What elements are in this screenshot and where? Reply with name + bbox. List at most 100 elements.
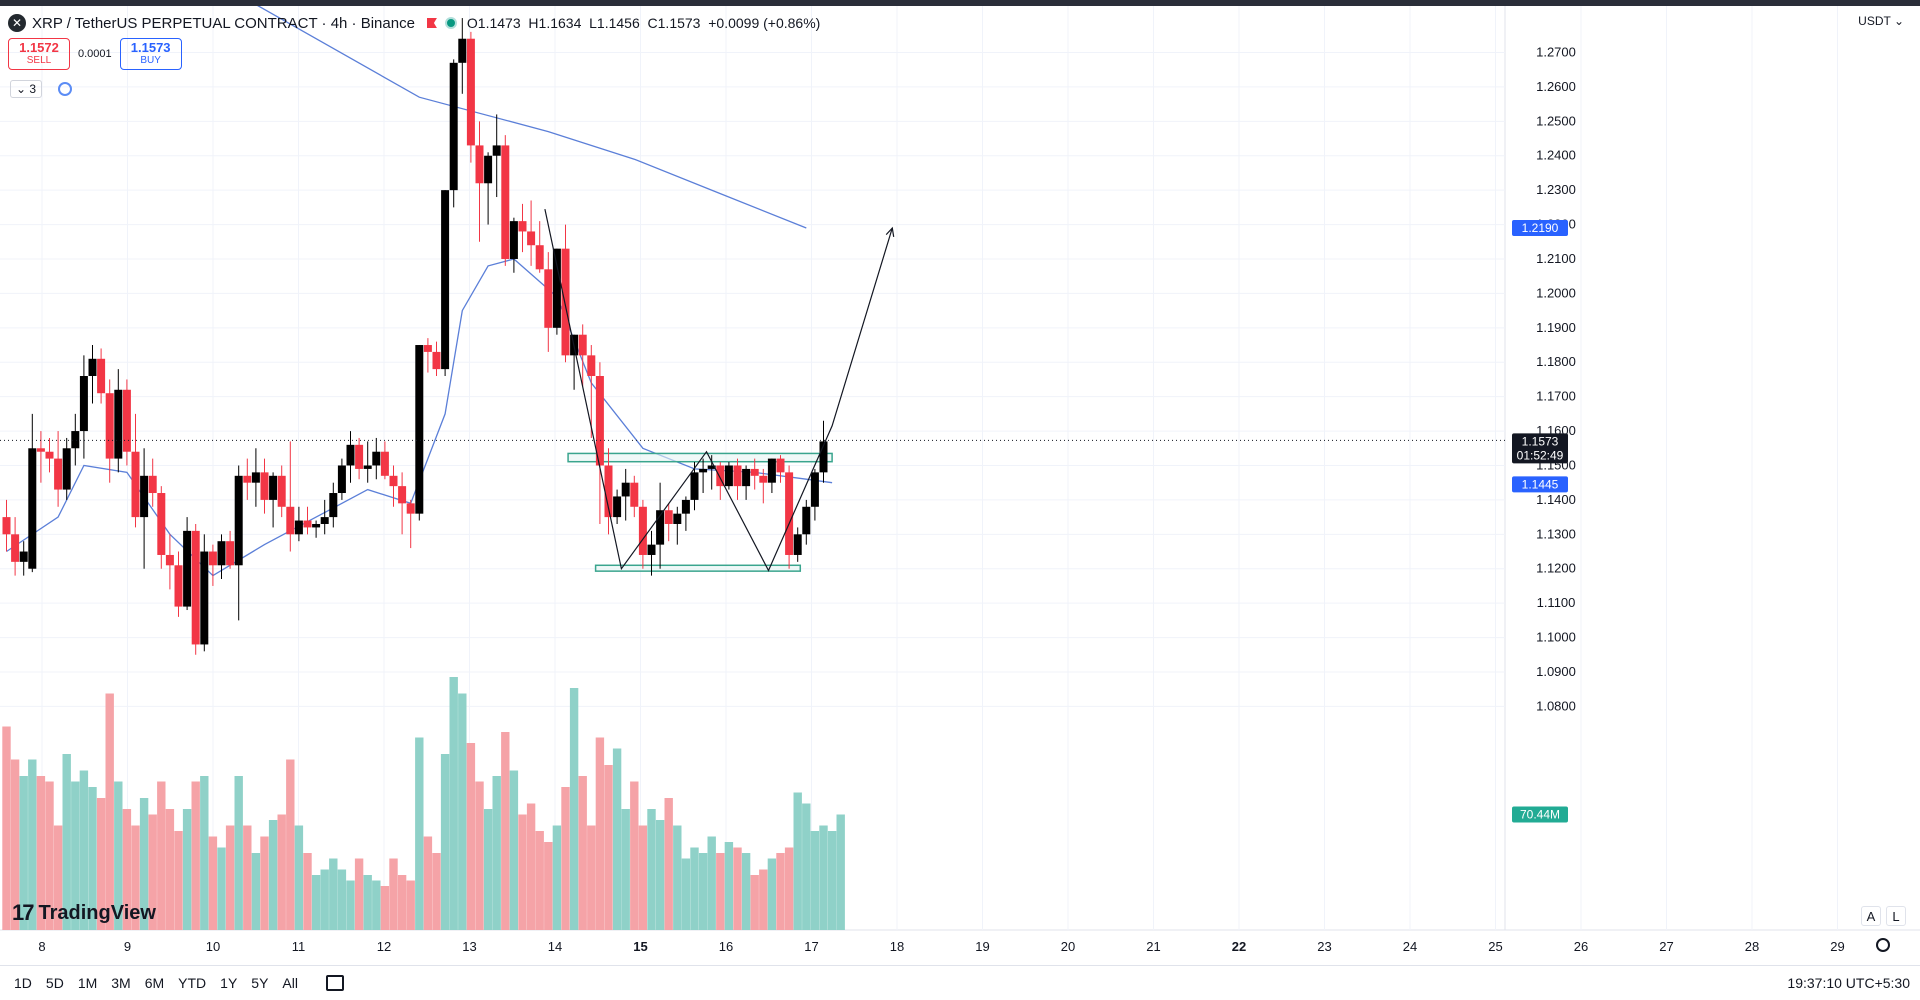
range-5d[interactable]: 5D [45,975,64,991]
clock[interactable]: 19:37:10 UTC+5:30 [1787,975,1910,991]
candle-body [767,458,776,483]
auto-scale-button[interactable]: A [1861,906,1881,926]
volume-bar [174,831,183,930]
candle-body [501,145,510,259]
candle-body [527,231,536,246]
volume-bar [449,677,458,930]
volume-bar [354,858,364,930]
candle-body [647,544,656,555]
last-price-badge [1512,433,1568,464]
volume-bar [612,748,622,930]
volume-bar [578,776,587,930]
range-all[interactable]: All [282,975,298,991]
chart-settings-icon[interactable] [1876,938,1890,952]
volume-bar [664,798,673,930]
candle-body [346,444,355,466]
candle-body [673,513,682,524]
chart-header: ✕ XRP / TetherUS PERPETUAL CONTRACT · 4h… [8,12,820,34]
price-tick-label: 1.2300 [1536,182,1576,197]
volume-bar [784,847,794,930]
volume-bar [243,825,252,930]
candle-body [131,451,140,518]
volume-bar [53,825,63,930]
candle-body [724,465,733,487]
candle-body [114,389,123,459]
market-status-icon [444,17,457,29]
volume-bar [458,693,467,930]
candle-body [432,351,441,370]
range-3m[interactable]: 3M [111,975,131,991]
volume-bar [131,825,140,930]
candle-body [423,345,432,352]
candle-body [183,530,192,607]
price-tick-label: 1.1000 [1536,630,1576,645]
volume-bar [251,853,261,930]
range-ytd[interactable]: YTD [178,975,207,991]
range-6m[interactable]: 6M [144,975,165,991]
volume-bar [234,776,243,930]
indicator-settings-icon[interactable] [58,82,73,96]
ohlc-low: L1.1456 [589,15,640,31]
volume-bar [303,853,312,930]
range-1d[interactable]: 1D [14,975,32,991]
candle-body [578,334,587,356]
volume-bar [750,875,759,930]
price-axis: 1.27001.26001.25001.24001.23001.22001.21… [1512,44,1576,823]
volume-bar [268,820,278,930]
range-1y[interactable]: 1Y [220,975,238,991]
sell-button[interactable]: 1.1572 SELL [8,38,70,70]
volume-bar [569,688,579,930]
candle-body [277,475,286,507]
candle-body [802,506,811,535]
symbol-title[interactable]: XRP / TetherUS PERPETUAL CONTRACT · 4h ·… [32,14,415,32]
candle-body [251,472,260,483]
symbol-logo-icon[interactable]: ✕ [8,14,26,32]
candle-body [28,448,37,569]
candle-body [174,565,183,607]
candle-body [54,458,63,490]
time-tick-label: 8 [38,939,45,954]
candle-body [441,190,450,370]
currency-selector[interactable]: USDT ⌄ [1858,14,1904,28]
volume-bar [793,792,802,930]
volume-bar [724,842,734,930]
log-scale-button[interactable]: L [1886,906,1906,926]
flag-icon[interactable] [426,18,437,28]
chart-canvas[interactable]: 1.27001.26001.25001.24001.23001.22001.21… [0,6,1920,965]
buy-button[interactable]: 1.1573 BUY [119,38,182,70]
volume-bar [440,754,450,930]
volume-bar [518,814,527,930]
ma-long-badge-text: 1.2190 [1522,221,1559,235]
candle-body [36,448,45,452]
time-tick-label: 19 [975,939,989,954]
volume-bar [638,825,648,930]
volume-bar [380,886,390,930]
price-tick-label: 1.2000 [1536,285,1576,300]
volume-bar [475,781,484,930]
candle-body [785,472,794,555]
candle-body [208,551,217,566]
indicators-toggle[interactable]: ⌄ 3 [10,80,43,98]
trade-panel: 1.1572 SELL 0.0001 1.1573 BUY [8,38,182,70]
ma-short-badge-text: 1.1445 [1522,477,1559,491]
candle-body [690,472,699,500]
volume-bar [698,853,708,930]
sell-price: 1.1572 [19,40,59,55]
ohlc-open: O1.1473 [466,15,521,31]
calendar-icon[interactable] [325,975,344,991]
range-5y[interactable]: 5Y [251,975,269,991]
volume-bar [165,809,175,930]
candle-body [329,493,338,518]
time-tick-label: 21 [1146,939,1160,954]
support-zone [594,564,802,572]
candle-body [294,520,303,535]
price-tick-label: 1.2500 [1536,113,1576,128]
tradingview-mark-icon: 17 [12,900,35,925]
volume-badge-text: 70.44M [1520,808,1560,822]
range-1m[interactable]: 1M [77,975,98,991]
time-tick-label: 16 [719,939,733,954]
ohlc-close: C1.1573 [647,15,701,31]
time-tick-label: 27 [1659,939,1673,954]
volume-bar [501,732,510,930]
candle-body [716,465,725,487]
